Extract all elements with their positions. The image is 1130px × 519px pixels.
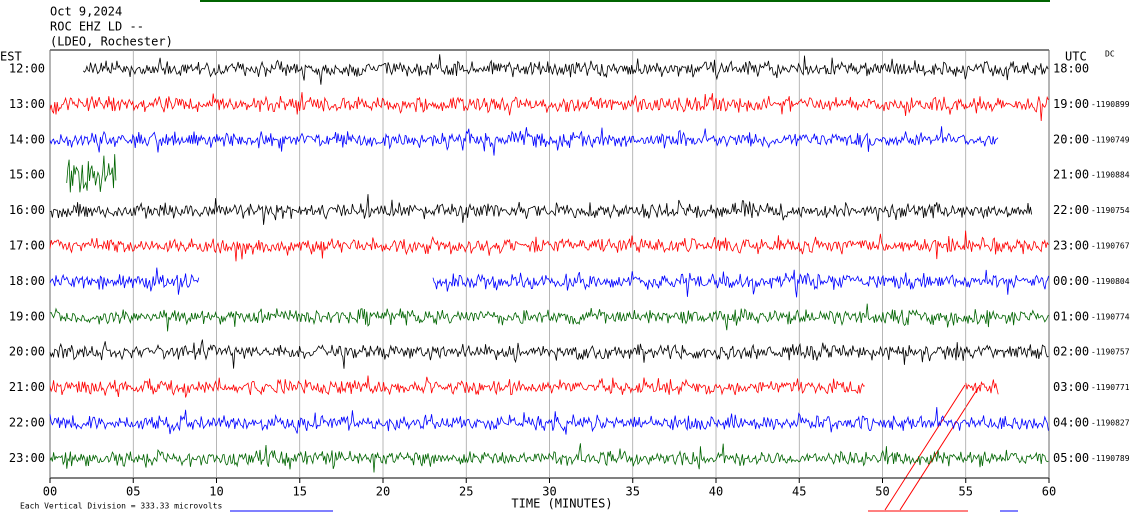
station-code: -1190771 (1091, 383, 1130, 392)
utc-label: 20:00 (1053, 132, 1089, 146)
station-code: -1190767 (1091, 242, 1130, 251)
trace (432, 269, 1049, 298)
utc-label: 00:00 (1053, 274, 1089, 288)
est-label: 12:00 (9, 62, 45, 76)
trace (49, 267, 200, 295)
x-tick-label: 25 (459, 485, 473, 499)
station-code: -1190804 (1091, 277, 1130, 286)
station-code: -1190884 (1091, 171, 1130, 180)
x-tick-label: 50 (875, 485, 889, 499)
x-tick-label: 60 (1042, 485, 1056, 499)
utc-label: 18:00 (1053, 62, 1089, 76)
title: Oct 9,2024 (50, 5, 122, 19)
est-label: 13:00 (9, 97, 45, 111)
utc-label: 23:00 (1053, 239, 1089, 253)
deco-line (884, 384, 966, 511)
est-label: 17:00 (9, 239, 45, 253)
est-label: 14:00 (9, 132, 45, 146)
x-tick-label: 35 (626, 485, 640, 499)
x-tick-label: 55 (959, 485, 973, 499)
deco-line (899, 384, 981, 511)
utc-label: 05:00 (1053, 451, 1089, 465)
station-code: -1190899 (1091, 100, 1130, 109)
station-code: -1190827 (1091, 419, 1130, 428)
corner-label: DC (1105, 50, 1115, 59)
station-code: -1190754 (1091, 206, 1130, 215)
est-label: 22:00 (9, 416, 45, 430)
utc-label: 02:00 (1053, 345, 1089, 359)
trace (49, 92, 1049, 122)
note: Each Vertical Division = 333.33 microvol… (20, 502, 222, 511)
x-label: TIME (MINUTES) (511, 497, 612, 511)
trace (49, 230, 1049, 262)
trace (49, 375, 865, 398)
location: (LDEO, Rochester) (50, 35, 173, 49)
trace (49, 407, 1049, 435)
trace (965, 379, 999, 395)
x-tick-label: 45 (792, 485, 806, 499)
x-tick-label: 40 (709, 485, 723, 499)
trace (83, 54, 1049, 85)
x-tick-label: 00 (43, 485, 57, 499)
trace (66, 154, 117, 193)
station-code: -1190757 (1091, 348, 1130, 357)
utc-label: 22:00 (1053, 203, 1089, 217)
est-label: 19:00 (9, 309, 45, 323)
est-label: 21:00 (9, 380, 45, 394)
x-tick-label: 05 (126, 485, 140, 499)
station-code: -1190789 (1091, 454, 1130, 463)
x-tick-label: 15 (293, 485, 307, 499)
est-label: 20:00 (9, 345, 45, 359)
station-code: -1190774 (1091, 312, 1130, 321)
trace (49, 303, 1049, 332)
trace (49, 194, 1032, 225)
x-tick-label: 10 (209, 485, 223, 499)
utc-label: 04:00 (1053, 416, 1089, 430)
utc-label: 03:00 (1053, 380, 1089, 394)
est-label: 18:00 (9, 274, 45, 288)
trace (49, 126, 999, 156)
left-axis-label: EST (0, 50, 22, 64)
utc-label: 19:00 (1053, 97, 1089, 111)
trace (49, 443, 1049, 473)
est-label: 15:00 (9, 168, 45, 182)
est-label: 23:00 (9, 451, 45, 465)
trace (49, 339, 1049, 369)
utc-label: 01:00 (1053, 309, 1089, 323)
utc-label: 21:00 (1053, 168, 1089, 182)
x-tick-label: 30 (542, 485, 556, 499)
x-tick-label: 20 (376, 485, 390, 499)
subtitle: ROC EHZ LD -- (50, 20, 144, 34)
station-code: -1190749 (1091, 135, 1130, 144)
est-label: 16:00 (9, 203, 45, 217)
right-axis-label: UTC (1065, 50, 1087, 64)
